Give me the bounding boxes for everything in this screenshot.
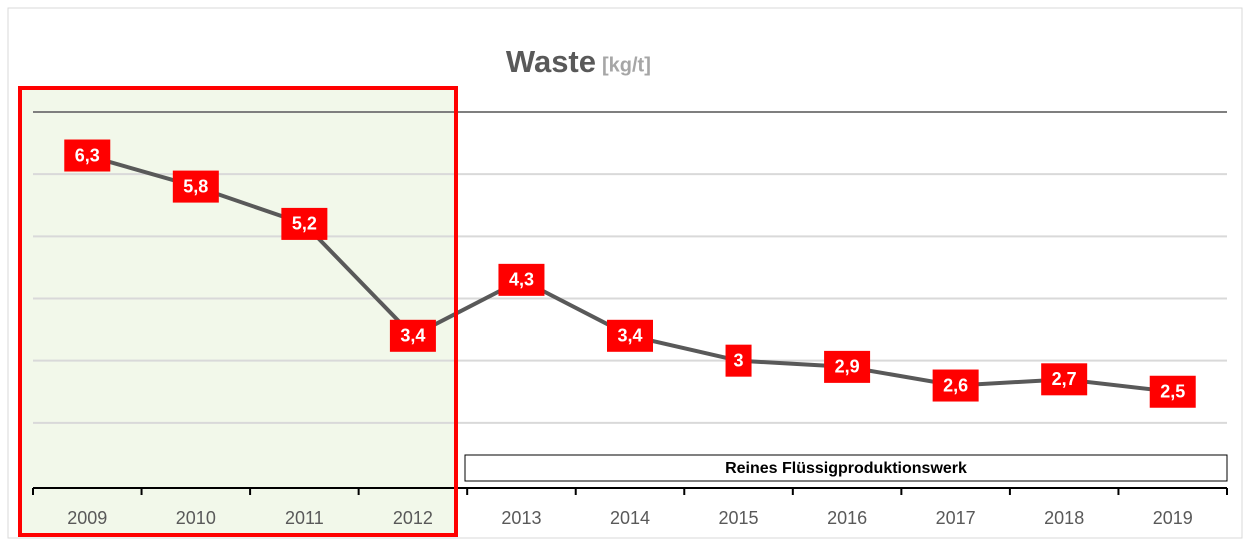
annotation: Reines Flüssigproduktionswerk (725, 460, 967, 477)
x-tick-label: 2015 (719, 508, 759, 528)
x-tick-label: 2018 (1044, 508, 1084, 528)
x-tick-label: 2013 (501, 508, 541, 528)
highlight-border (18, 86, 458, 537)
data-label: 3 (734, 350, 744, 370)
data-label: 3,4 (617, 326, 642, 346)
data-label-box (1041, 363, 1088, 396)
data-label-box (64, 139, 111, 172)
data-label: 2,6 (943, 375, 968, 395)
x-tick-label: 2019 (1153, 508, 1193, 528)
data-label: 5,2 (292, 214, 317, 234)
chart-title: Waste (506, 44, 596, 79)
data-label: 2,7 (1052, 369, 1077, 389)
data-label: 2,9 (835, 357, 860, 377)
data-label-box (498, 263, 545, 296)
x-tick-label: 2011 (285, 508, 324, 528)
x-tick-label: 2016 (827, 508, 867, 528)
data-label: 3,4 (400, 326, 425, 346)
data-label-box (389, 319, 436, 352)
x-tick-label: 2014 (610, 508, 650, 528)
chart-unit: [kg/t] (602, 54, 651, 76)
data-label-box (932, 369, 979, 402)
x-tick-label: 2017 (936, 508, 976, 528)
x-tick-label: 2012 (393, 508, 433, 528)
data-label-box (725, 344, 752, 377)
data-label-box (824, 350, 871, 383)
data-label: 6,3 (75, 145, 100, 165)
plot: 2009 2010 2011 2012 2013 2014 2015 2016 2017 2018… (32, 111, 1228, 528)
data-label: 2,5 (1160, 382, 1185, 402)
x-tick-label: 2009 (67, 508, 107, 528)
x-tick-label: 2010 (176, 508, 216, 528)
data-label-box (281, 207, 328, 240)
data-label-box (172, 170, 219, 203)
data-label-box (1149, 375, 1196, 408)
data-label-box (607, 319, 653, 352)
data-label: 4,3 (509, 270, 534, 290)
data-label: 5,8 (183, 176, 208, 196)
annotation-box (464, 454, 1228, 482)
